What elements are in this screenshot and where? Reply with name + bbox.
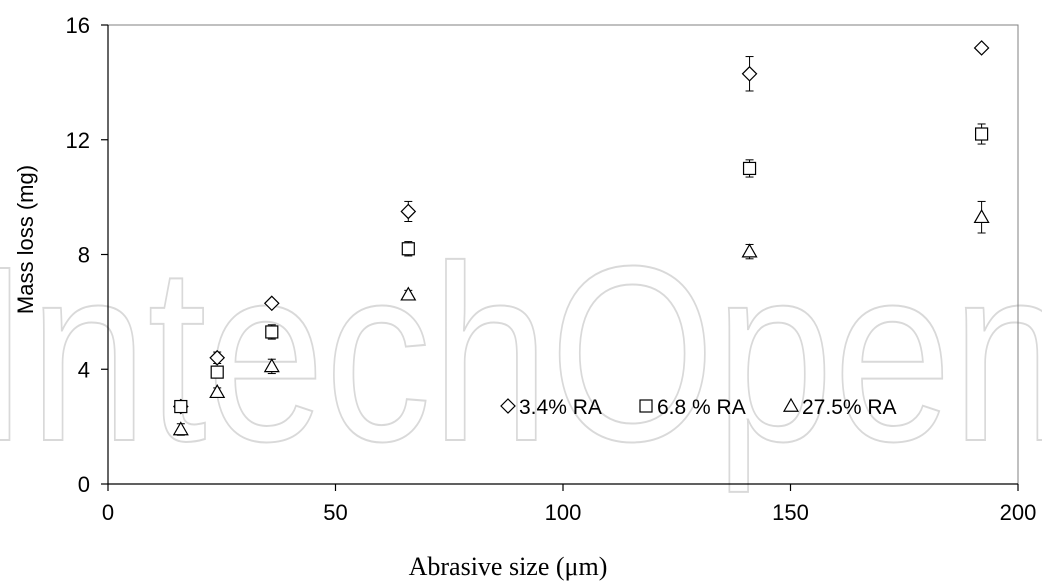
data-point (263, 295, 280, 312)
data-point (263, 358, 280, 373)
data-point (974, 127, 989, 141)
x-axis-label: Abrasive size (μm) (409, 552, 608, 581)
legend-item: 3.4% RA (500, 396, 602, 419)
data-point (209, 383, 226, 399)
x-tick-label: 150 (772, 500, 809, 525)
watermark: IntechOpen (0, 213, 1042, 494)
x-tick-label: 50 (323, 500, 347, 525)
y-tick-label: 12 (66, 128, 90, 153)
legend-marker (639, 399, 653, 413)
data-point (265, 325, 279, 339)
y-axis-label: Mass loss (mg) (13, 165, 38, 314)
series-2 (174, 123, 989, 414)
legend-label: 27.5% RA (802, 396, 897, 419)
data-point (741, 243, 758, 258)
x-tick-label: 0 (102, 500, 114, 525)
axes: 0 4 8 12 16 0 50 100 150 200 Abrasive size (μm) Mas… (13, 13, 1036, 581)
data-point (742, 161, 757, 176)
legend: 3.4% RA 6.8 % RA 27.5% RA (500, 396, 897, 419)
data-point (174, 399, 188, 414)
data-point (401, 242, 415, 256)
data-point (973, 208, 990, 224)
data-point (741, 65, 758, 82)
data-point (400, 286, 417, 301)
x-tick-label: 100 (545, 500, 582, 525)
watermark-text: IntechOpen (0, 214, 1042, 493)
legend-item: 27.5% RA (782, 396, 897, 419)
y-tick-label: 4 (78, 357, 90, 382)
data-point (210, 365, 224, 379)
legend-marker (782, 397, 800, 412)
y-tick-label: 16 (66, 13, 90, 38)
data-marks (172, 40, 990, 436)
legend-marker (500, 398, 516, 414)
data-point (209, 349, 226, 366)
x-tick-label: 200 (1000, 500, 1037, 525)
legend-label: 6.8 % RA (657, 396, 746, 419)
y-tick-label: 8 (78, 243, 90, 268)
data-point (172, 421, 189, 436)
data-point (400, 203, 417, 220)
series-3 (172, 200, 990, 436)
y-tick-label: 0 (78, 472, 90, 497)
legend-label: 3.4% RA (519, 396, 602, 419)
data-point (973, 40, 990, 56)
legend-item: 6.8 % RA (639, 396, 746, 419)
